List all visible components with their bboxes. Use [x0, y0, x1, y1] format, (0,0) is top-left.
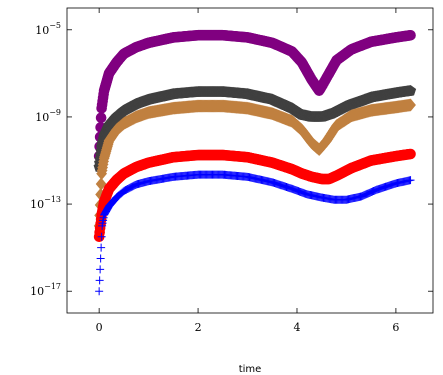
- data-point: [95, 287, 104, 296]
- x-tick-label: 4: [293, 321, 300, 334]
- x-tick-label: 6: [392, 321, 399, 334]
- y-tick-label: 10−13: [30, 195, 61, 211]
- series-3: [93, 98, 416, 233]
- data-point: [405, 148, 416, 160]
- ticks-layer: 0 2 4 6 10−17 10−13 10−9 10−5: [30, 8, 433, 334]
- y-tick-label: 10−17: [30, 282, 61, 298]
- data-point: [405, 29, 416, 41]
- data-point: [96, 265, 105, 274]
- data-point: [405, 98, 416, 112]
- series-4: [93, 148, 416, 243]
- x-tick-label: 2: [195, 321, 202, 334]
- y-tick-label: 10−5: [35, 21, 61, 37]
- data-point: [95, 177, 107, 191]
- data-point: [96, 254, 105, 263]
- data-point: [95, 276, 104, 285]
- x-axis-label: time: [239, 364, 262, 375]
- data-point: [95, 112, 107, 124]
- y-tick-label: 10−9: [35, 108, 61, 124]
- x-tick-label: 0: [96, 321, 103, 334]
- plot-area: [66, 7, 434, 314]
- data-point: [406, 176, 415, 185]
- data-point: [97, 243, 106, 252]
- series-5: [95, 170, 415, 296]
- series-2: [93, 84, 417, 172]
- data-point: [404, 84, 417, 96]
- series-layer: [93, 29, 417, 296]
- series-1: [93, 29, 416, 162]
- data-point: [97, 232, 106, 241]
